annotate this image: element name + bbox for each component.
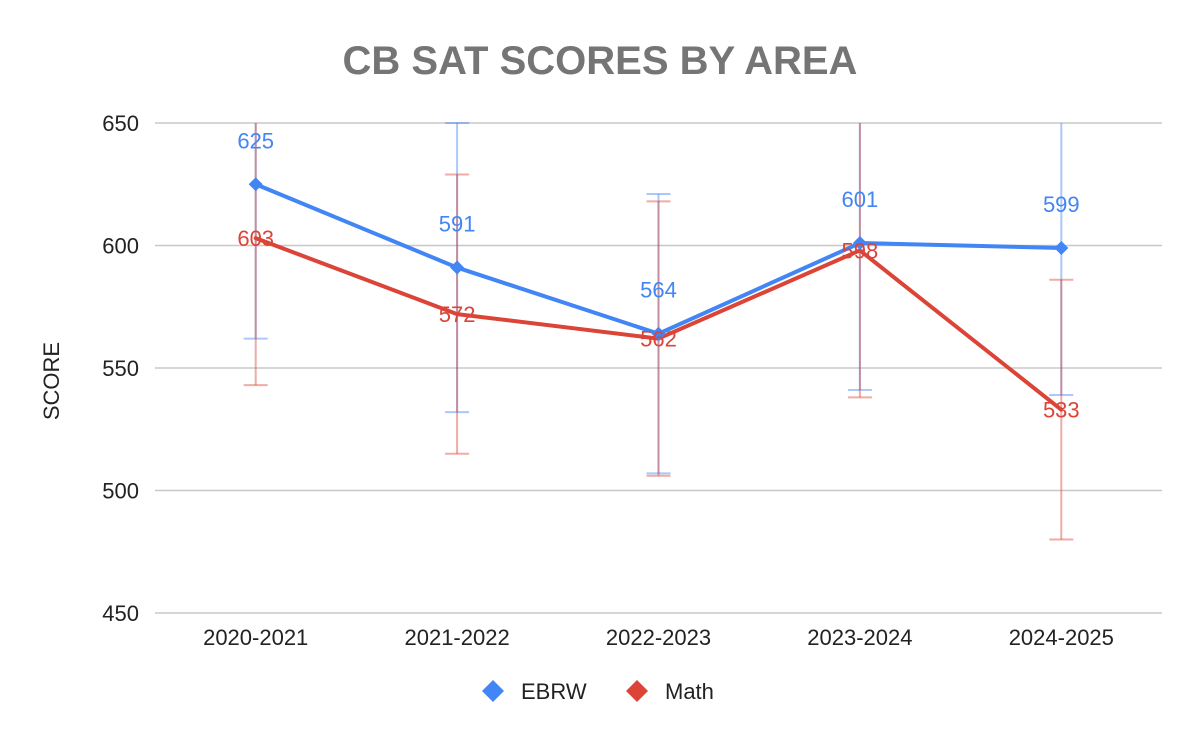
legend-label-ebrw: EBRW <box>521 679 587 704</box>
y-tick-550: 550 <box>102 356 139 381</box>
error-bars <box>243 122 1074 541</box>
x-tick-2023-2024: 2023-2024 <box>807 625 912 650</box>
y-tick-labels: 450 500 550 600 650 <box>102 111 139 626</box>
data-labels: 625 591 564 601 599 603 572 562 598 533 <box>237 128 1079 422</box>
ebrw-data-label-3: 601 <box>842 187 879 212</box>
y-tick-450: 450 <box>102 601 139 626</box>
chart-title: CB SAT SCORES BY AREA <box>343 39 858 83</box>
ebrw-point-3 <box>852 236 867 251</box>
x-tick-2022-2023: 2022-2023 <box>606 625 711 650</box>
x-tick-2021-2022: 2021-2022 <box>404 625 509 650</box>
y-tick-600: 600 <box>102 234 139 259</box>
x-tick-labels: 2020-2021 2021-2022 2022-2023 2023-2024 2024… <box>203 625 1114 650</box>
legend-marker-ebrw <box>482 680 504 702</box>
ebrw-data-label-2: 564 <box>640 278 677 303</box>
ebrw-point-0 <box>248 177 263 192</box>
legend-marker-math <box>626 680 648 702</box>
ebrw-data-label-1: 591 <box>439 212 476 237</box>
y-tick-500: 500 <box>102 479 139 504</box>
x-tick-2020-2021: 2020-2021 <box>203 625 308 650</box>
x-tick-2024-2025: 2024-2025 <box>1009 625 1114 650</box>
math-data-label-1: 572 <box>439 302 476 327</box>
ebrw-point-2 <box>651 326 666 341</box>
math-data-label-4: 533 <box>1043 398 1080 423</box>
legend: EBRW Math <box>482 679 714 704</box>
ebrw-data-label-4: 599 <box>1043 192 1080 217</box>
math-data-label-0: 603 <box>237 226 274 251</box>
y-axis-label: SCORE <box>39 342 64 420</box>
ebrw-data-label-0: 625 <box>237 128 274 153</box>
data-points <box>248 177 1069 341</box>
ebrw-point-4 <box>1054 240 1069 255</box>
legend-label-math: Math <box>665 679 714 704</box>
math-data-label-2: 562 <box>640 327 677 352</box>
math-data-label-3: 598 <box>842 238 879 263</box>
ebrw-point-1 <box>450 260 465 275</box>
y-tick-650: 650 <box>102 111 139 136</box>
